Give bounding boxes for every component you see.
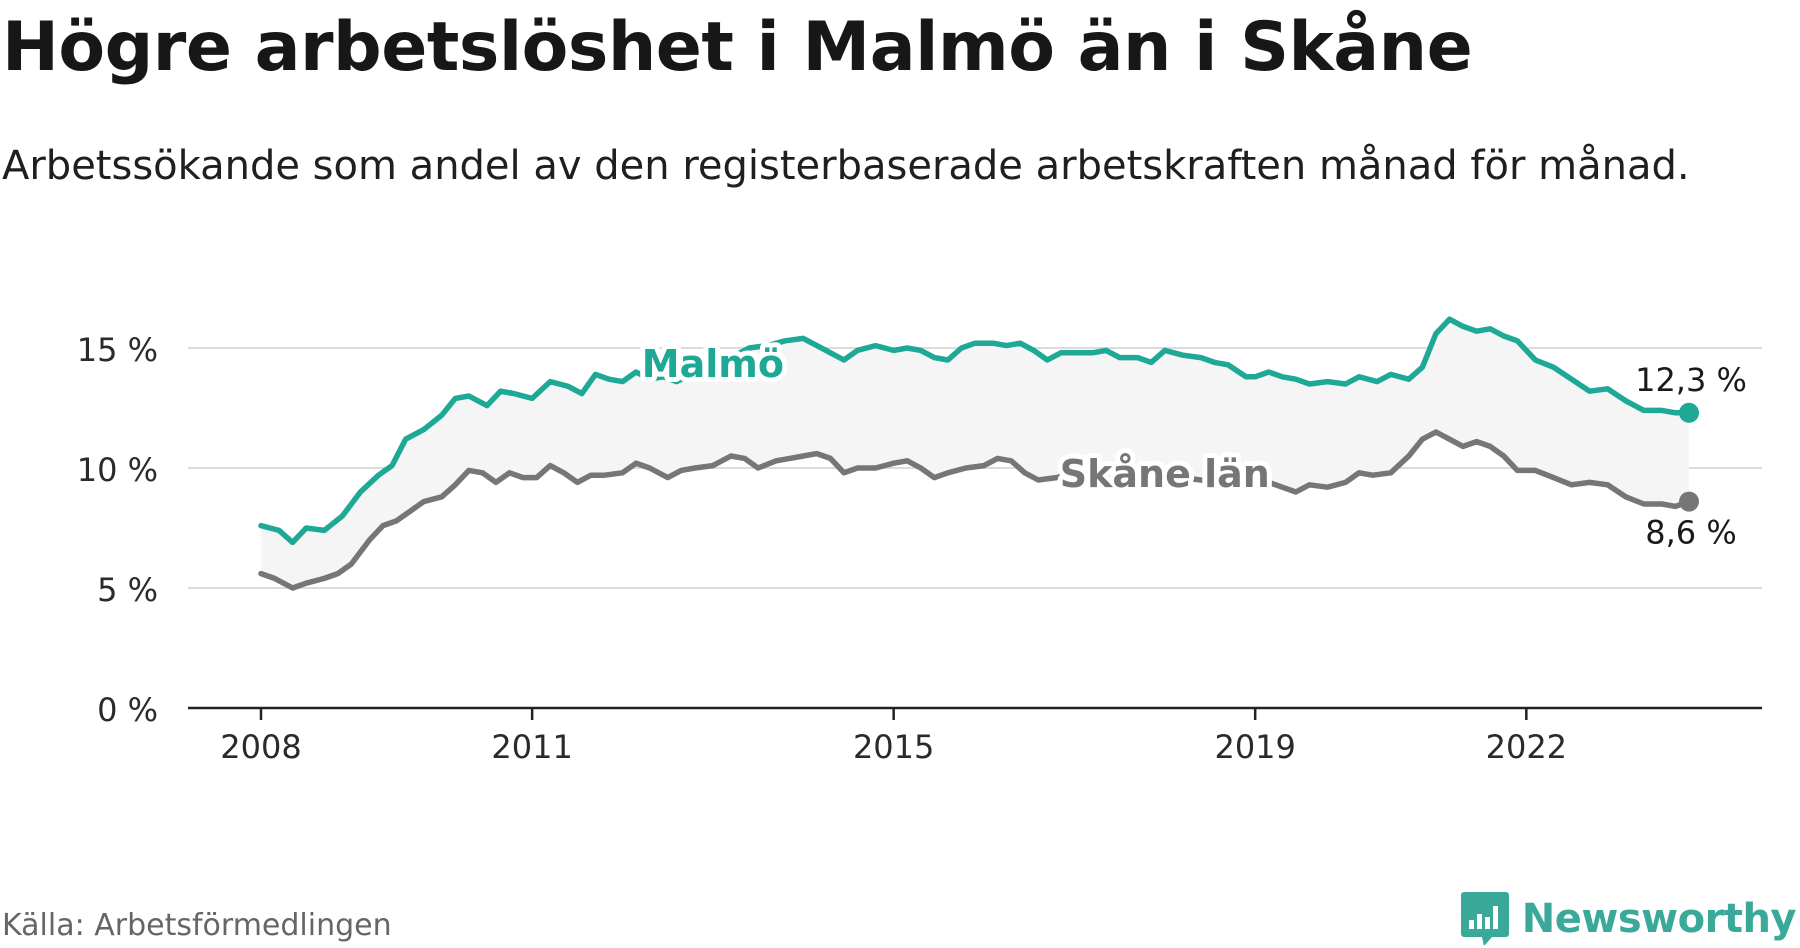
series-line-skane	[258, 429, 1692, 591]
newsworthy-logo-icon	[1460, 890, 1510, 948]
x-tick-label: 2019	[1214, 728, 1295, 766]
x-tick-label: 2011	[491, 728, 572, 766]
end-point-skane	[1679, 491, 1699, 512]
end-value-label-malmo: 12,3 %	[1635, 361, 1747, 399]
chart-subtitle: Arbetssökande som andel av den registerb…	[2, 143, 1690, 189]
newsworthy-logo-text: Newsworthy	[1521, 896, 1797, 942]
y-tick-label: 15 %	[77, 331, 158, 369]
newsworthy-logo[interactable]: Newsworthy	[1460, 890, 1797, 948]
y-tick-label: 10 %	[77, 451, 158, 489]
end-point-malmo	[1679, 402, 1699, 423]
y-tick-label: 0 %	[97, 691, 158, 729]
series-label-skane: Skåne län	[1060, 452, 1270, 496]
series-line-malmo	[258, 316, 1692, 546]
range-band	[261, 319, 1689, 588]
x-tick-label: 2015	[853, 728, 934, 766]
end-value-label-skane: 8,6 %	[1645, 514, 1736, 552]
chart-title: Högre arbetslöshet i Malmö än i Skåne	[2, 8, 1473, 87]
x-tick-label: 2022	[1486, 728, 1567, 766]
source-note: Källa: Arbetsförmedlingen	[2, 908, 392, 943]
series-label-malmo: Malmö	[642, 342, 784, 386]
y-tick-label: 5 %	[97, 571, 158, 609]
x-tick-label: 2008	[220, 728, 301, 766]
